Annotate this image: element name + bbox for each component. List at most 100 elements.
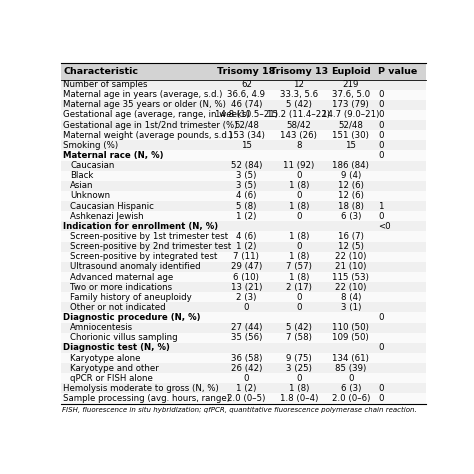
Bar [61,140,426,150]
Bar [61,292,426,302]
Text: 13 (21): 13 (21) [231,283,262,292]
Bar [61,130,426,140]
Text: 4 (6): 4 (6) [236,191,256,201]
Text: Sample processing (avg. hours, range): Sample processing (avg. hours, range) [63,394,229,403]
Text: Maternal age 35 years or older (N, %): Maternal age 35 years or older (N, %) [63,100,226,109]
Bar [61,272,426,282]
Text: Chorionic villus sampling: Chorionic villus sampling [70,333,178,342]
Text: 5 (8): 5 (8) [236,201,256,210]
Bar [61,201,426,211]
Text: 15.2 (11.4–22): 15.2 (11.4–22) [267,110,330,119]
Text: 1: 1 [378,201,384,210]
Bar [61,211,426,221]
Text: 0: 0 [296,293,301,302]
Text: 0: 0 [296,171,301,180]
Text: Diagnostic procedure (N, %): Diagnostic procedure (N, %) [63,313,200,322]
Text: 58/42: 58/42 [286,120,311,129]
Text: Screen-positive by 2nd trimester test: Screen-positive by 2nd trimester test [70,242,231,251]
Text: 12 (6): 12 (6) [338,182,364,191]
Bar [61,120,426,130]
Text: 5 (42): 5 (42) [286,323,312,332]
Text: Trisomy 13: Trisomy 13 [270,67,328,76]
Text: 0: 0 [378,394,384,403]
Bar [61,333,426,343]
Text: Maternal weight (average pounds, s.d.): Maternal weight (average pounds, s.d.) [63,131,232,140]
Text: Asian: Asian [70,182,94,191]
Bar [61,110,426,120]
Text: 9 (75): 9 (75) [286,354,312,363]
Text: 0: 0 [296,303,301,312]
Text: 1 (2): 1 (2) [236,384,256,393]
Text: 0: 0 [378,343,384,352]
Bar [61,231,426,242]
Text: 2 (3): 2 (3) [236,293,256,302]
Text: 0: 0 [378,131,384,140]
Text: 1 (8): 1 (8) [289,384,309,393]
Text: 9 (4): 9 (4) [341,171,361,180]
Bar [61,343,426,353]
Text: Euploid: Euploid [331,67,371,76]
Text: Diagnostic test (N, %): Diagnostic test (N, %) [63,343,169,352]
Text: 11 (92): 11 (92) [283,161,314,170]
Text: 5 (42): 5 (42) [286,100,312,109]
Text: 0: 0 [378,384,384,393]
Text: 6 (10): 6 (10) [234,273,259,282]
Text: Karyotype and other: Karyotype and other [70,364,159,373]
Text: 134 (61): 134 (61) [332,354,369,363]
Text: 26 (42): 26 (42) [231,364,262,373]
Text: 22 (10): 22 (10) [335,252,366,261]
Text: 12: 12 [293,80,304,89]
Text: Gestational age (average, range, in weeks): Gestational age (average, range, in week… [63,110,249,119]
Text: 18 (8): 18 (8) [338,201,364,210]
Text: 0: 0 [348,374,354,383]
Text: 1 (8): 1 (8) [289,273,309,282]
Text: 0: 0 [244,303,249,312]
Bar [61,282,426,292]
Text: Advanced maternal age: Advanced maternal age [70,273,173,282]
Text: 0: 0 [244,374,249,383]
Text: Black: Black [70,171,93,180]
Text: Family history of aneuploidy: Family history of aneuploidy [70,293,192,302]
Text: 6 (3): 6 (3) [341,384,361,393]
Text: 1.8 (0–4): 1.8 (0–4) [280,394,318,403]
Bar [61,100,426,110]
Text: 3 (5): 3 (5) [236,171,256,180]
Text: 186 (84): 186 (84) [332,161,369,170]
Text: 0: 0 [378,120,384,129]
Bar [61,262,426,272]
Text: 29 (47): 29 (47) [231,263,262,272]
Text: 143 (26): 143 (26) [280,131,317,140]
Bar [61,80,426,90]
Text: 46 (74): 46 (74) [231,100,262,109]
Text: 1 (8): 1 (8) [289,201,309,210]
Text: Indication for enrollment (N, %): Indication for enrollment (N, %) [63,222,218,231]
Text: 1 (2): 1 (2) [236,242,256,251]
Text: 14.8 (10.5–21): 14.8 (10.5–21) [215,110,278,119]
Text: 15: 15 [346,141,356,150]
Text: 36.6, 4.9: 36.6, 4.9 [228,90,265,99]
Text: FISH, fluorescence in situ hybridization; qfPCR, quantitative fluorescence polym: FISH, fluorescence in situ hybridization… [62,407,417,413]
Text: 2 (17): 2 (17) [286,283,312,292]
Text: 2.0 (0–6): 2.0 (0–6) [332,394,370,403]
Text: Hemolysis moderate to gross (N, %): Hemolysis moderate to gross (N, %) [63,384,219,393]
Text: 0: 0 [296,374,301,383]
Text: Karyotype alone: Karyotype alone [70,354,141,363]
Text: 15: 15 [241,141,252,150]
Text: 33.3, 5.6: 33.3, 5.6 [280,90,318,99]
Text: 16 (7): 16 (7) [338,232,364,241]
Text: 173 (79): 173 (79) [332,100,369,109]
Bar [61,64,426,80]
Text: 0: 0 [296,242,301,251]
Text: 0: 0 [296,191,301,201]
Text: 3 (5): 3 (5) [236,182,256,191]
Text: Two or more indications: Two or more indications [70,283,173,292]
Text: 1 (8): 1 (8) [289,252,309,261]
Text: 110 (50): 110 (50) [332,323,369,332]
Text: Screen-positive by integrated test: Screen-positive by integrated test [70,252,218,261]
Bar [61,393,426,404]
Text: Other or not indicated: Other or not indicated [70,303,166,312]
Text: 219: 219 [343,80,359,89]
Bar [61,171,426,181]
Text: 1 (8): 1 (8) [289,232,309,241]
Text: 6 (3): 6 (3) [341,212,361,221]
